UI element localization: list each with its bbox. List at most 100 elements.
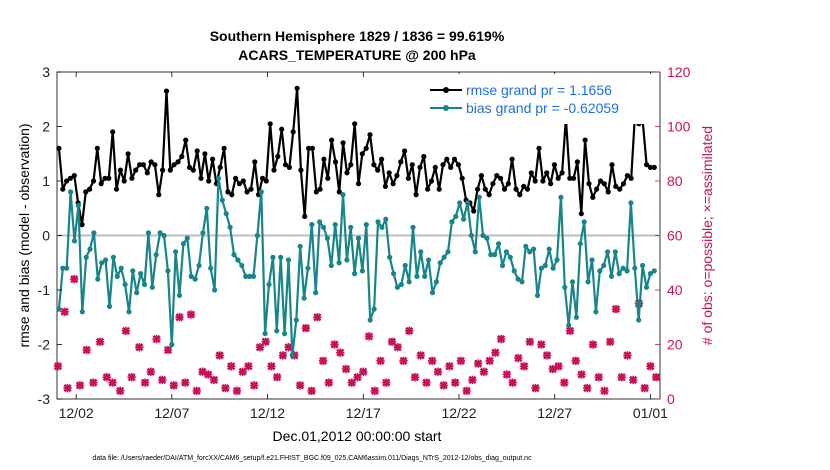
- bias-point: [87, 246, 93, 252]
- bias-point: [453, 213, 459, 219]
- bias-point: [235, 257, 241, 263]
- rmse-point: [106, 175, 112, 181]
- obs-assimilated-marker: [249, 381, 259, 390]
- rmse-point: [398, 159, 404, 165]
- bias-point: [375, 219, 381, 225]
- rmse-point: [597, 178, 604, 184]
- obs-assimilated-marker: [330, 340, 339, 349]
- bias-point: [632, 265, 638, 271]
- obs-assimilated-marker: [102, 373, 111, 382]
- bias-point: [355, 235, 362, 241]
- rmse-point: [275, 153, 281, 160]
- rmse-point: [133, 167, 139, 173]
- bias-point: [441, 254, 447, 260]
- rmse-point: [367, 132, 373, 138]
- rmse-point: [210, 156, 216, 162]
- rmse-point: [325, 175, 331, 181]
- bias-point: [433, 279, 439, 285]
- obs-assimilated-marker: [272, 373, 282, 382]
- bias-point: [192, 276, 198, 282]
- rmse-point: [167, 167, 173, 173]
- obs-assimilated-marker: [514, 353, 523, 363]
- obs-assimilated-marker: [318, 356, 328, 366]
- obs-assimilated-marker: [542, 351, 552, 360]
- legend: rmse grand pr = 1.1656 bias grand pr = -…: [425, 74, 655, 124]
- bias-point: [223, 211, 229, 217]
- bias-point: [180, 241, 186, 247]
- rmse-point: [440, 162, 446, 168]
- obs-assimilated-marker: [554, 362, 563, 371]
- rmse-point: [64, 178, 70, 184]
- y-tick-label-right: 0: [667, 391, 675, 407]
- obs-assimilated-marker: [53, 362, 63, 371]
- bias-point: [468, 232, 474, 239]
- bias-point: [496, 241, 502, 247]
- bias-point: [422, 273, 428, 279]
- obs-assimilated-marker: [267, 362, 276, 371]
- obs-assimilated-marker: [135, 343, 144, 352]
- x-tick-label: 12/27: [537, 405, 572, 421]
- obs-assimilated-marker: [60, 307, 69, 316]
- obs-assimilated-marker: [508, 378, 517, 387]
- rmse-point: [521, 183, 527, 189]
- rmse-point: [171, 162, 177, 168]
- bias-point: [612, 249, 618, 255]
- y-tick-label-right: 60: [667, 228, 683, 244]
- bias-point: [445, 249, 451, 255]
- bias-point: [212, 287, 218, 293]
- bias-point: [558, 194, 564, 200]
- bias-point: [640, 262, 646, 269]
- bias-point: [169, 341, 175, 348]
- bias-point: [371, 306, 377, 312]
- obs-assimilated-marker: [232, 386, 242, 396]
- rmse-point: [340, 140, 346, 146]
- bias-point: [114, 273, 120, 279]
- rmse-point: [148, 159, 154, 165]
- bias-point: [75, 202, 81, 209]
- rmse-point: [252, 159, 258, 165]
- rmse-point: [644, 162, 650, 168]
- obs-assimilated-marker: [629, 375, 638, 385]
- rmse-point: [113, 186, 120, 192]
- rmse-point: [379, 156, 385, 162]
- rmse-point: [144, 170, 150, 176]
- rmse-point: [555, 175, 561, 181]
- bias-point: [320, 224, 327, 230]
- obs-assimilated-marker: [450, 378, 460, 387]
- rmse-point: [98, 181, 104, 187]
- rmse-point: [332, 159, 339, 165]
- bias-point: [628, 200, 634, 206]
- obs-assimilated-marker: [571, 356, 580, 366]
- bias-point: [359, 268, 365, 274]
- rmse-point: [317, 186, 323, 192]
- rmse-point: [390, 181, 396, 187]
- legend-bias-label: bias grand pr = -0.62059: [466, 100, 619, 116]
- bias-point: [643, 284, 650, 290]
- obs-assimilated-marker: [175, 313, 184, 322]
- bias-point: [106, 303, 113, 309]
- bias-point: [270, 254, 276, 260]
- obs-assimilated-marker: [301, 323, 311, 333]
- bias-point: [499, 262, 506, 269]
- rmse-point: [286, 164, 292, 170]
- obs-assimilated-marker: [238, 367, 247, 376]
- rmse-point: [586, 181, 592, 187]
- rmse-point: [394, 173, 400, 179]
- obs-assimilated-marker: [416, 351, 425, 360]
- bias-point: [145, 230, 151, 236]
- rmse-point: [605, 189, 611, 195]
- rmse-point: [298, 167, 304, 173]
- rmse-point: [475, 186, 481, 192]
- bias-point: [367, 317, 373, 323]
- rmse-point: [532, 178, 538, 184]
- rmse-point: [244, 189, 250, 195]
- rmse-point: [125, 151, 131, 157]
- bias-point: [336, 260, 342, 266]
- rmse-point: [513, 186, 519, 192]
- bias-point: [461, 216, 467, 222]
- bias-point: [239, 262, 245, 269]
- rmse-point: [87, 186, 93, 192]
- rmse-point: [517, 192, 523, 198]
- obs-assimilated-marker: [95, 337, 105, 346]
